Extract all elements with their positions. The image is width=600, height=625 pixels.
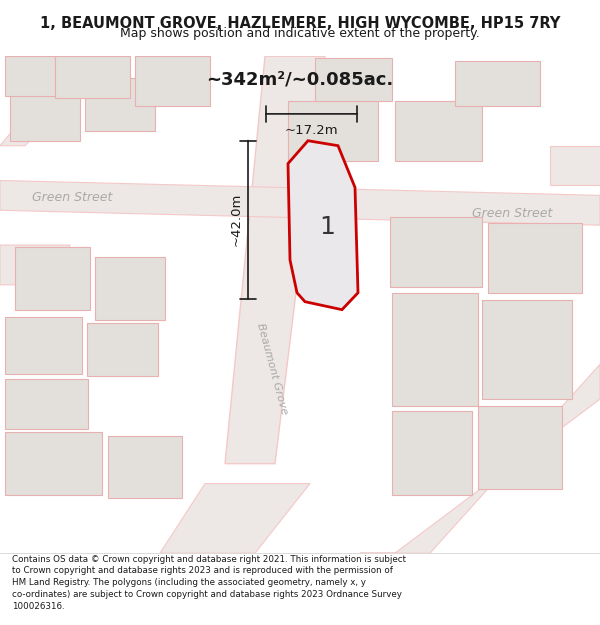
Polygon shape [85,78,155,131]
Polygon shape [87,322,158,376]
Polygon shape [15,247,90,309]
Polygon shape [10,88,80,141]
Polygon shape [0,56,110,146]
Polygon shape [5,56,55,96]
Polygon shape [5,432,102,496]
Polygon shape [225,56,325,464]
Text: ~17.2m: ~17.2m [284,124,338,137]
Polygon shape [550,146,600,186]
Polygon shape [390,217,482,287]
Text: 1, BEAUMONT GROVE, HAZLEMERE, HIGH WYCOMBE, HP15 7RY: 1, BEAUMONT GROVE, HAZLEMERE, HIGH WYCOM… [40,16,560,31]
Text: ~42.0m: ~42.0m [230,193,243,246]
Polygon shape [392,292,478,406]
Text: Contains OS data © Crown copyright and database right 2021. This information is : Contains OS data © Crown copyright and d… [12,554,406,611]
Polygon shape [5,317,82,374]
Polygon shape [108,436,182,499]
Polygon shape [95,257,165,319]
Polygon shape [0,181,600,225]
Polygon shape [135,56,210,106]
Text: Green Street: Green Street [32,191,112,204]
Polygon shape [360,364,600,553]
Polygon shape [455,61,540,106]
Polygon shape [395,101,482,161]
Polygon shape [288,141,358,309]
Text: 1: 1 [319,215,335,239]
Polygon shape [478,406,562,489]
Text: Beaumont Grove: Beaumont Grove [255,322,289,416]
Polygon shape [55,56,130,98]
Text: Green Street: Green Street [472,207,552,220]
Polygon shape [5,379,88,429]
Polygon shape [488,223,582,292]
Text: Map shows position and indicative extent of the property.: Map shows position and indicative extent… [120,28,480,41]
Polygon shape [315,58,392,101]
Polygon shape [288,101,378,161]
Polygon shape [0,245,70,285]
Polygon shape [392,411,472,496]
Polygon shape [160,484,310,553]
Polygon shape [482,300,572,399]
Text: ~342m²/~0.085ac.: ~342m²/~0.085ac. [206,70,394,88]
